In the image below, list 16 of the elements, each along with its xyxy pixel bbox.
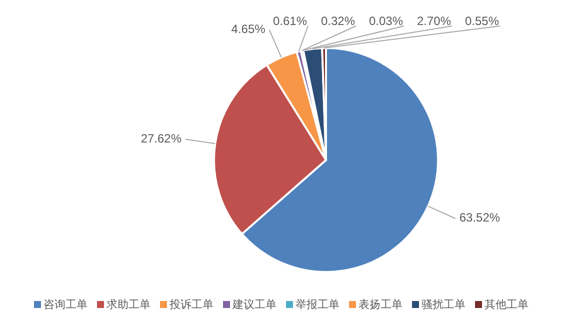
data-label: 4.65% bbox=[231, 22, 266, 36]
legend-label: 投诉工单 bbox=[170, 298, 214, 312]
legend-label: 咨询工单 bbox=[44, 298, 88, 312]
data-label: 0.55% bbox=[464, 14, 500, 28]
legend-label: 表扬工单 bbox=[358, 298, 402, 312]
data-label: 63.52% bbox=[459, 210, 500, 225]
legend-label: 建议工单 bbox=[232, 298, 276, 312]
data-label: 2.70% bbox=[416, 14, 452, 28]
legend-label: 举报工单 bbox=[296, 298, 340, 312]
data-label: 0.32% bbox=[320, 14, 356, 28]
legend-label: 骚扰工单 bbox=[422, 298, 466, 312]
data-label: 0.03% bbox=[368, 14, 404, 28]
data-label: 0.61% bbox=[272, 14, 308, 28]
legend-label: 求助工单 bbox=[106, 298, 150, 312]
legend-label: 其他工单 bbox=[484, 298, 528, 312]
data-label: 27.62% bbox=[140, 131, 182, 146]
